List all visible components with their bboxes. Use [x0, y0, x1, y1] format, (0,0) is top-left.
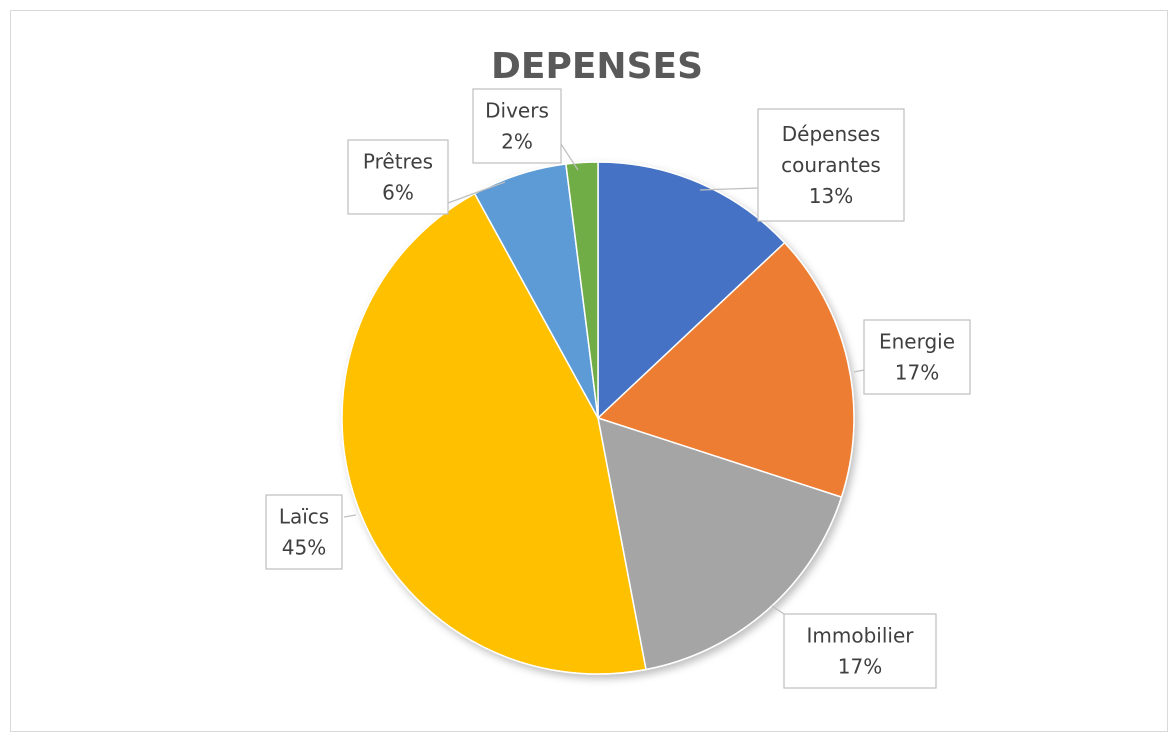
- data-label-depenses-courantes: Dépenses courantes 13%: [757, 108, 905, 222]
- data-label-category: Prêtres: [363, 150, 433, 174]
- data-label-category: courantes: [781, 153, 881, 177]
- data-label-percent: 2%: [501, 130, 533, 154]
- data-label-divers: Divers 2%: [472, 88, 562, 164]
- data-label-immobilier: Immobilier 17%: [783, 613, 937, 689]
- data-label-percent: 45%: [282, 536, 326, 560]
- leader-line-laics: [343, 514, 357, 518]
- data-label-category: Laïcs: [279, 505, 329, 529]
- data-label-category: Dépenses: [782, 122, 881, 146]
- pie-slice-depenses-courantes: [597, 161, 786, 420]
- pie-slice-divers: [565, 161, 599, 419]
- data-label-box: [757, 108, 905, 222]
- pie-slices: [341, 161, 855, 675]
- data-label-category: Energie: [879, 330, 955, 354]
- data-label-box: [347, 139, 449, 215]
- data-label-percent: 17%: [895, 361, 939, 385]
- leader-line-depenses-courantes: [699, 187, 759, 191]
- leader-lines: [343, 143, 865, 615]
- data-label-percent: 17%: [838, 655, 882, 679]
- data-label-percent: 13%: [809, 184, 853, 208]
- pie-slice-laics: [341, 192, 647, 675]
- data-label-pretres: Prêtres 6%: [347, 139, 449, 215]
- data-label-laics: Laïcs 45%: [265, 494, 343, 570]
- data-label-energie: Energie 17%: [863, 319, 971, 395]
- leader-line-energie: [853, 369, 865, 373]
- data-label-box: [265, 494, 343, 570]
- data-label-box: [472, 88, 562, 164]
- leader-line-divers: [560, 143, 579, 171]
- leader-line-pretres: [447, 181, 506, 204]
- data-label-percent: 6%: [382, 181, 414, 205]
- data-label-category: Immobilier: [807, 624, 915, 648]
- chart-title: DEPENSES: [491, 46, 703, 87]
- leader-line-immobilier: [771, 605, 785, 615]
- data-label-box: [783, 613, 937, 689]
- data-label-box: [863, 319, 971, 395]
- data-label-category: Divers: [485, 99, 549, 123]
- data-labels: Dépensescourantes13%Energie17%Immobilier…: [265, 88, 971, 689]
- pie-slice-energie: [596, 241, 855, 499]
- pie-slice-immobilier: [597, 416, 843, 671]
